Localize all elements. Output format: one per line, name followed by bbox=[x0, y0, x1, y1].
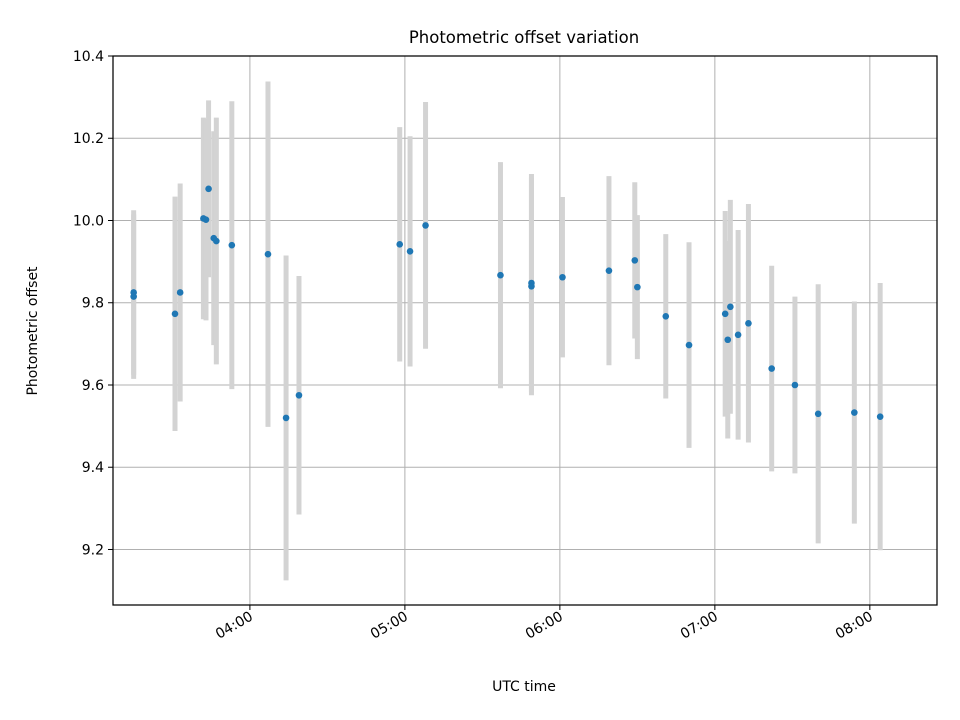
x-tick-label: 08:00 bbox=[833, 609, 876, 643]
data-point bbox=[228, 241, 236, 249]
data-point bbox=[171, 310, 179, 318]
y-tick-label: 9.2 bbox=[82, 542, 104, 558]
data-point bbox=[295, 391, 303, 399]
data-point bbox=[282, 414, 290, 422]
data-point bbox=[559, 273, 566, 281]
data-point bbox=[727, 303, 734, 311]
data-points bbox=[130, 185, 884, 422]
x-axis-ticks: 04:00 05:00 06:00 07:00 08:00 bbox=[213, 605, 876, 643]
data-point bbox=[851, 409, 858, 416]
data-point bbox=[791, 381, 799, 389]
data-point bbox=[631, 257, 639, 264]
data-point bbox=[406, 248, 414, 255]
data-point bbox=[130, 293, 137, 300]
y-tick-label: 10.4 bbox=[73, 49, 104, 65]
data-point bbox=[721, 310, 729, 318]
chart-title: Photometric offset variation bbox=[409, 28, 639, 47]
data-point bbox=[605, 267, 613, 274]
data-point bbox=[202, 216, 210, 223]
data-point bbox=[734, 331, 742, 339]
y-tick-label: 9.4 bbox=[82, 460, 104, 476]
data-point bbox=[876, 413, 884, 420]
data-point bbox=[814, 410, 822, 418]
y-tick-label: 9.8 bbox=[82, 296, 104, 312]
x-tick-label: 04:00 bbox=[213, 609, 256, 643]
data-point bbox=[264, 250, 272, 258]
data-point bbox=[205, 185, 212, 193]
data-point bbox=[662, 313, 670, 320]
data-point bbox=[724, 336, 732, 344]
data-point bbox=[422, 222, 429, 229]
y-tick-label: 10.2 bbox=[73, 131, 104, 147]
x-tick-label: 07:00 bbox=[678, 609, 721, 643]
data-point bbox=[213, 237, 220, 245]
y-axis-ticks: 9.2 9.4 9.6 9.8 10.0 10.2 10.4 bbox=[73, 49, 113, 558]
y-axis-label: Photometric offset bbox=[25, 266, 41, 396]
x-tick-label: 05:00 bbox=[368, 609, 411, 643]
plot-area-frame bbox=[112, 55, 938, 606]
data-point bbox=[497, 271, 504, 279]
data-point bbox=[396, 241, 404, 248]
data-point bbox=[745, 320, 752, 327]
error-bars bbox=[131, 81, 883, 581]
grid bbox=[113, 55, 937, 605]
data-point bbox=[634, 283, 641, 291]
data-point bbox=[685, 341, 693, 349]
data-point bbox=[528, 282, 535, 290]
data-point bbox=[768, 365, 775, 372]
data-point bbox=[176, 289, 184, 296]
y-tick-label: 9.6 bbox=[82, 378, 104, 394]
x-tick-label: 06:00 bbox=[523, 609, 566, 643]
x-axis-label: UTC time bbox=[492, 679, 556, 695]
y-tick-label: 10.0 bbox=[73, 213, 104, 229]
